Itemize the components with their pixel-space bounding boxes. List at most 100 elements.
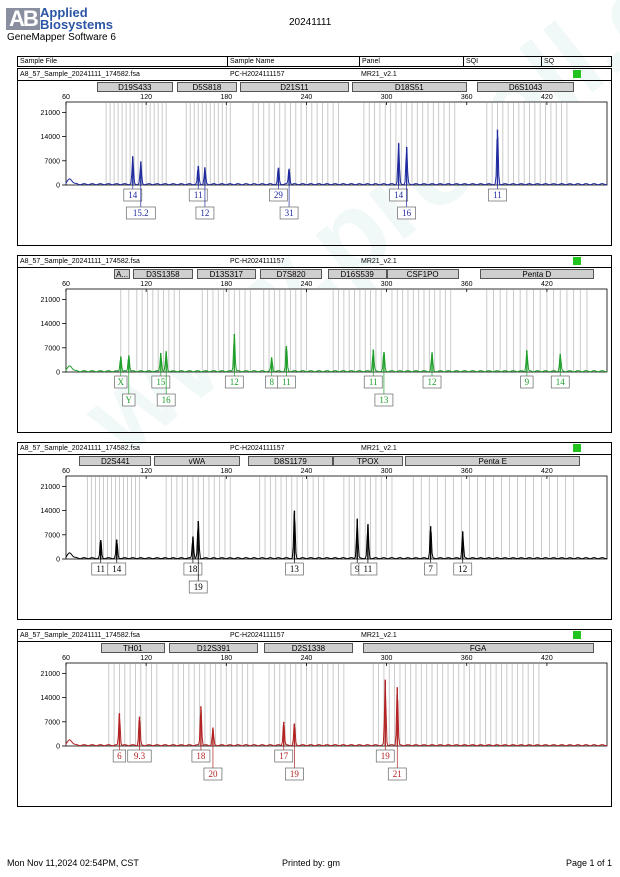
marker-penta-e[interactable]: Penta E — [405, 456, 581, 466]
allele-call-box — [520, 375, 534, 389]
marker-d18s51[interactable]: D18S51 — [351, 82, 467, 92]
allele-call-label: 19 — [290, 769, 300, 779]
x-tick-label: 240 — [301, 468, 313, 475]
panel-name: MR21_v2.1 — [361, 632, 397, 639]
allele-call-box — [285, 767, 304, 781]
allele-call-box — [188, 188, 208, 202]
x-tick-label: 120 — [140, 281, 152, 288]
marker-d5s818[interactable]: D5S818 — [176, 82, 237, 92]
panel-name: MR21_v2.1 — [361, 258, 397, 265]
allele-call-box — [125, 206, 156, 220]
allele-call-label: 14 — [112, 564, 122, 574]
allele-call-box — [424, 562, 438, 576]
allele-call-label: 19 — [194, 582, 204, 592]
allele-call-label: 7 — [428, 564, 433, 574]
x-tick-label: 420 — [541, 281, 553, 288]
allele-call-box — [127, 749, 152, 763]
y-tick-label: 21000 — [41, 297, 61, 304]
marker-d7s820[interactable]: D7S820 — [259, 269, 323, 279]
col-sample-name: Sample Name — [228, 57, 360, 66]
allele-call-box — [224, 375, 244, 389]
logo-text-biosystems: Biosystems — [40, 17, 113, 32]
allele-call-box — [279, 206, 299, 220]
marker-d2s1338[interactable]: D2S1338 — [263, 643, 354, 653]
y-tick-label: 21000 — [41, 110, 61, 117]
allele-call-label: 14 — [556, 377, 566, 387]
allele-call-label: 12 — [458, 564, 467, 574]
marker-vwa[interactable]: vWA — [154, 456, 240, 466]
allele-call-label: 31 — [285, 208, 294, 218]
electropherogram-1: 60 120 180 240 300 360 420 0 7000 14000 21000 14 15.… — [41, 94, 608, 220]
y-tick-label: 7000 — [44, 345, 60, 352]
x-tick-label: 300 — [381, 468, 393, 475]
marker-d2s441[interactable]: D2S441 — [79, 456, 152, 466]
allele-call-box — [285, 562, 304, 576]
marker-d3s1358[interactable]: D3S1358 — [132, 269, 193, 279]
allele-call-label: 15.2 — [133, 208, 149, 218]
x-tick-label: 360 — [461, 655, 473, 662]
allele-call-label: 16 — [402, 208, 412, 218]
x-tick-label: 60 — [62, 281, 70, 288]
marker-fga[interactable]: FGA — [362, 643, 594, 653]
allele-call-label: 9 — [355, 564, 360, 574]
x-tick-label: 360 — [461, 94, 473, 101]
y-tick-label: 21000 — [41, 671, 61, 678]
allele-call-label: 18 — [188, 564, 198, 574]
allele-call-box — [122, 393, 136, 407]
col-sq: SQ — [544, 58, 555, 65]
marker-d8s1179[interactable]: D8S1179 — [247, 456, 334, 466]
marker-d13s317[interactable]: D13S317 — [196, 269, 256, 279]
allele-call-label: 6 — [117, 751, 122, 761]
x-tick-label: 120 — [140, 94, 152, 101]
x-tick-label: 120 — [140, 468, 152, 475]
allele-call-box — [269, 188, 288, 202]
sample-file-name: A8_57_Sample_20241111_174582.fsa — [20, 258, 140, 265]
col-sample-file: Sample File — [18, 57, 228, 66]
x-tick-label: 180 — [220, 655, 232, 662]
x-tick-label: 240 — [301, 94, 313, 101]
allele-call-box — [488, 188, 507, 202]
marker-d19s433[interactable]: D19S433 — [96, 82, 173, 92]
allele-call-box — [422, 375, 442, 389]
marker-penta-d[interactable]: Penta D — [480, 269, 594, 279]
marker-csf1po[interactable]: CSF1PO — [386, 269, 459, 279]
allele-call-label: 19 — [381, 751, 391, 761]
electropherogram-2: 60 120 180 240 300 360 420 0 7000 14000 21000 XY 15 1… — [41, 281, 608, 407]
allele-call-label: 11 — [282, 377, 291, 387]
quality-flag-green — [573, 70, 581, 78]
plot-frame — [65, 101, 608, 186]
marker-d21s11[interactable]: D21S11 — [239, 82, 350, 92]
allele-call-label: 14 — [394, 190, 404, 200]
allele-call-label: 21 — [393, 769, 402, 779]
allele-call-label: 12 — [428, 377, 437, 387]
marker-d6s1043[interactable]: D6S1043 — [477, 82, 574, 92]
allele-call-label: 11 — [194, 190, 203, 200]
sample-panel-2: A8_57_Sample_20241111_174582.fsa PC-H2024… — [17, 255, 612, 433]
y-tick-label: 21000 — [41, 484, 61, 491]
logo-mark: AB — [6, 8, 40, 30]
y-tick-label: 14000 — [41, 134, 61, 141]
x-tick-label: 120 — [140, 655, 152, 662]
software-name: GeneMapper Software 6 — [7, 32, 116, 43]
allele-call-label: 13 — [290, 564, 300, 574]
footer-printed-by: Printed by: gm — [282, 858, 341, 868]
marker-d16s539[interactable]: D16S539 — [327, 269, 387, 279]
allele-call-box — [107, 562, 127, 576]
allele-call-box — [114, 375, 128, 389]
allele-call-label: 20 — [208, 769, 218, 779]
sample-panel-3: A8_57_Sample_20241111_174582.fsa PC-H2024… — [17, 442, 612, 620]
x-tick-label: 240 — [301, 281, 313, 288]
marker-a-[interactable]: A... — [114, 269, 131, 279]
marker-d12s391[interactable]: D12S391 — [168, 643, 259, 653]
column-header-row: Sample File Sample Name Panel SQI SQ — [17, 56, 612, 67]
x-tick-label: 360 — [461, 281, 473, 288]
x-tick-label: 180 — [220, 94, 232, 101]
sample-info-row: A8_57_Sample_20241111_174582.fsa PC-H2024… — [18, 256, 611, 268]
allele-call-label: 16 — [162, 395, 172, 405]
quality-flag-green — [573, 631, 581, 639]
allele-call-label: 11 — [493, 190, 502, 200]
allele-call-label: 12 — [230, 377, 239, 387]
marker-tpox[interactable]: TPOX — [333, 456, 403, 466]
allele-call-box — [112, 749, 127, 763]
marker-th01[interactable]: TH01 — [100, 643, 165, 653]
